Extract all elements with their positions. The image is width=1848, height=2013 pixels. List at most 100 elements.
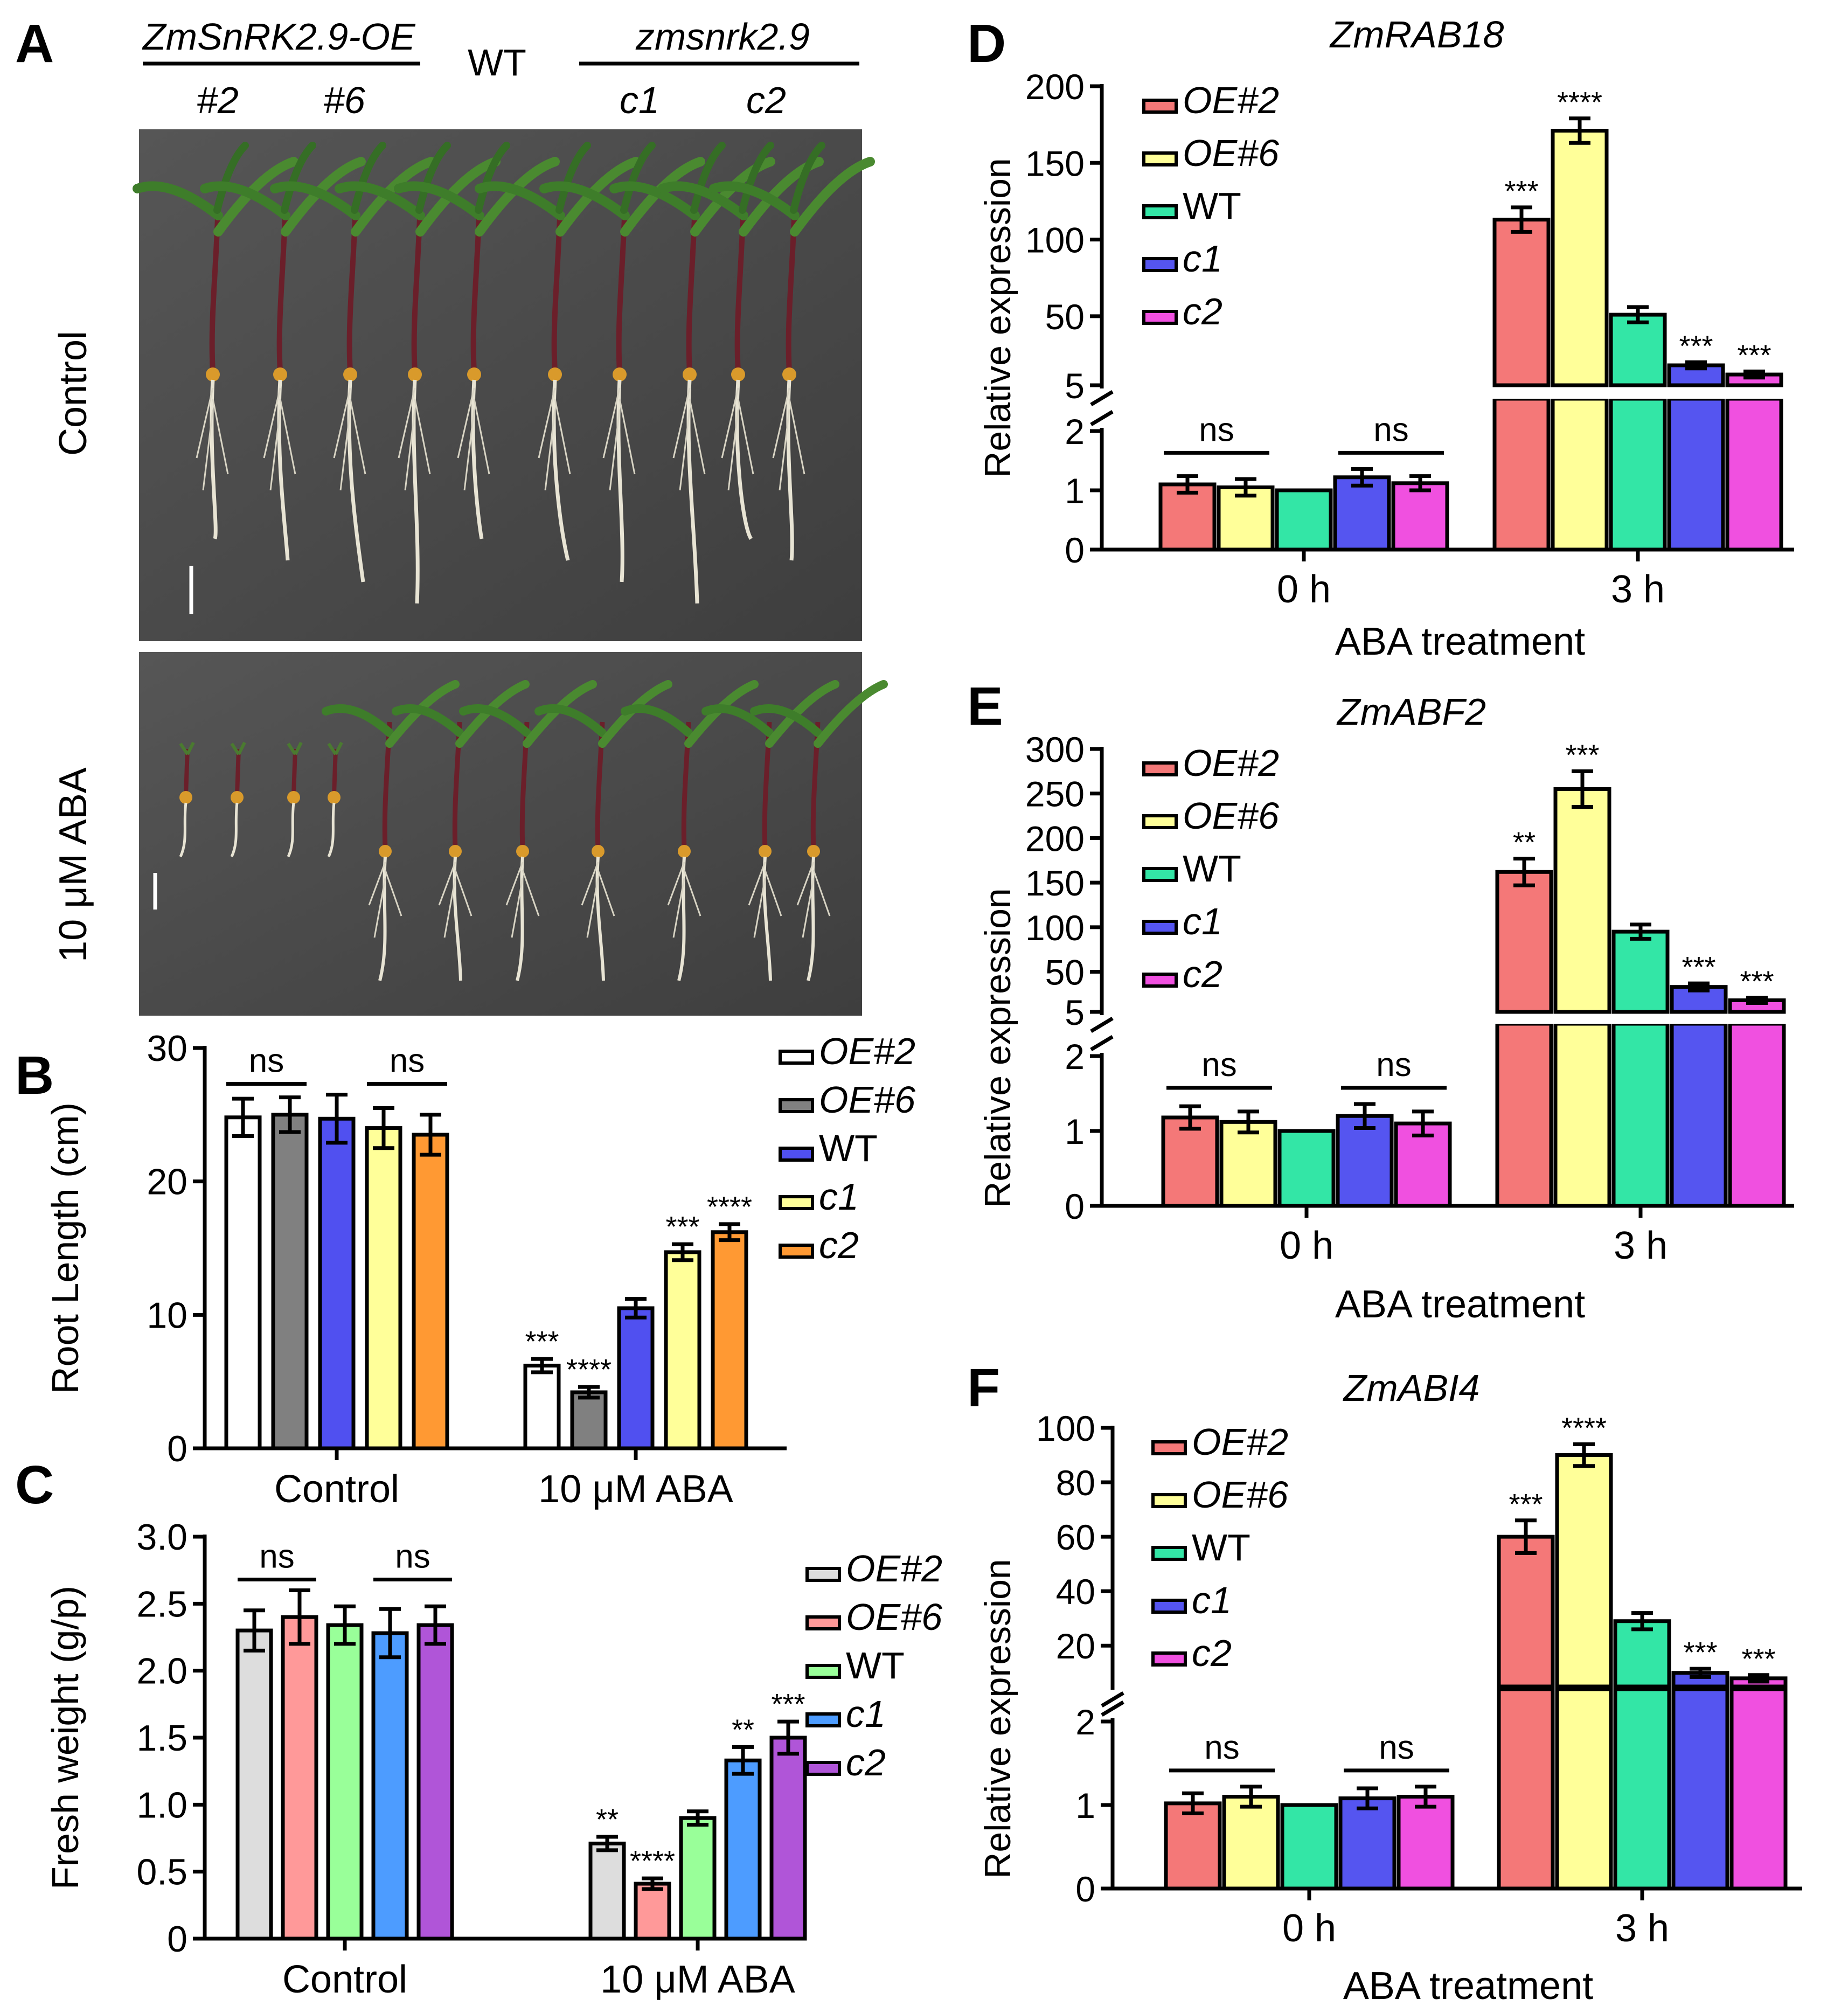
x-tick-label: 3 h [1611, 568, 1665, 611]
seedling-seed [467, 367, 481, 381]
seedling-seed [328, 791, 341, 804]
legend-swatch [805, 1712, 841, 1727]
bar [1275, 488, 1333, 552]
seedling-root [263, 387, 296, 491]
seedling-leaf [415, 157, 501, 237]
bar-lower-segment [1551, 397, 1609, 552]
bar-upper-segment [1553, 787, 1611, 1014]
y-tick-label: 2.0 [136, 1651, 187, 1692]
seedling-root [762, 856, 772, 981]
y-tick-label: 1.5 [136, 1718, 187, 1759]
break-gap [1466, 1015, 1815, 1024]
significance-label: *** [1509, 1488, 1543, 1521]
x-tick-label: 3 h [1615, 1907, 1669, 1950]
bar [235, 1628, 273, 1941]
legend-label: WT [819, 1127, 878, 1169]
ns-label: ns [390, 1043, 425, 1080]
seedling-root [735, 379, 753, 540]
seedling-leaf [179, 741, 195, 755]
y-axis-title: Relative expression [977, 888, 1018, 1207]
bar [1391, 481, 1449, 552]
y-tick-label: 40 [1056, 1572, 1095, 1612]
seedling-leaf [327, 741, 343, 755]
bar-upper-segment [1551, 129, 1609, 387]
seedling-leaf [475, 181, 565, 220]
seedling-leaf [213, 142, 249, 214]
significance-label: *** [665, 1211, 699, 1243]
seedling-seed [548, 367, 562, 381]
seedling-root [748, 862, 782, 938]
seedling-root [368, 862, 402, 938]
legend-swatch [1151, 1599, 1187, 1614]
seedling-control [335, 142, 501, 604]
bar [724, 1758, 762, 1941]
seedling-leaf [459, 704, 531, 737]
seedling-leaf [415, 142, 451, 214]
y-tick-label: 150 [1025, 863, 1085, 903]
seedling-seed [678, 845, 691, 858]
bar [365, 1126, 402, 1450]
panel-letter: D [967, 13, 1006, 74]
panel-letter: F [967, 1358, 1000, 1418]
bar-upper-segment [1609, 313, 1667, 387]
legend-label: WT [846, 1644, 905, 1686]
seedling-root [538, 387, 571, 491]
seedling-leaf [701, 704, 774, 737]
legend-swatch [779, 1050, 814, 1065]
y-tick-label: 5 [1065, 992, 1085, 1032]
seedling-leaf [394, 181, 484, 220]
y-tick-label: 0 [167, 1428, 187, 1469]
mutant-group-label: zmsnrk2.9 [635, 16, 810, 58]
seedling-root [667, 862, 701, 938]
bar-lower-segment [1670, 1022, 1728, 1208]
seedling-leaf [739, 142, 774, 214]
ns-label: ns [1373, 411, 1408, 448]
axis-break-mark [1090, 390, 1114, 407]
significance-label: *** [1740, 966, 1774, 998]
seedling-root [196, 387, 229, 491]
chart-title: ZmABI4 [1343, 1367, 1480, 1409]
legend-swatch [1142, 99, 1178, 114]
seedling-seed [782, 367, 796, 381]
seedling-root [552, 379, 570, 561]
legend-label: OE#6 [1192, 1474, 1288, 1516]
bar [1164, 1801, 1222, 1891]
seedling-seed [287, 791, 300, 804]
photo-aba [139, 652, 862, 1016]
line-label-6: #6 [323, 79, 365, 121]
legend-label: c2 [1192, 1632, 1232, 1674]
y-tick-label: 100 [1025, 220, 1085, 260]
seedling-aba-small [230, 741, 246, 858]
ns-label: ns [1204, 1729, 1239, 1766]
seedling-root [581, 862, 615, 938]
seedling-leaf [281, 142, 316, 214]
seedling-aba-small [327, 741, 343, 858]
bar [664, 1250, 701, 1450]
axis-break-mark [1101, 1691, 1124, 1708]
seedling-leaf [322, 704, 394, 737]
ns-label: ns [1379, 1729, 1414, 1766]
seedling-root [505, 862, 540, 938]
line-label-c1: c1 [620, 79, 659, 121]
seedling-root [230, 802, 239, 858]
significance-label: *** [1679, 330, 1713, 362]
seedling-leaf [281, 157, 366, 237]
x-tick-label: Control [282, 1958, 407, 2001]
ns-label: ns [395, 1538, 430, 1575]
legend-label: c2 [846, 1741, 886, 1783]
seedling-leaf [690, 142, 726, 214]
legend-swatch [1142, 761, 1178, 776]
seedling-aba-small [287, 741, 303, 858]
axis-break-mark [1090, 409, 1114, 427]
seedling-root [796, 862, 831, 938]
seedling-seed [206, 367, 220, 381]
seedling-leaf [539, 181, 630, 220]
seedling-stem [291, 748, 297, 795]
legend-swatch [1142, 204, 1178, 219]
seedling-root [672, 387, 706, 491]
y-tick-label: 250 [1025, 774, 1085, 814]
seedling-seed [179, 791, 192, 804]
seedling-leaf [790, 142, 825, 214]
y-axis-title: Relative expression [977, 158, 1018, 477]
seedling-leaf [765, 680, 839, 748]
